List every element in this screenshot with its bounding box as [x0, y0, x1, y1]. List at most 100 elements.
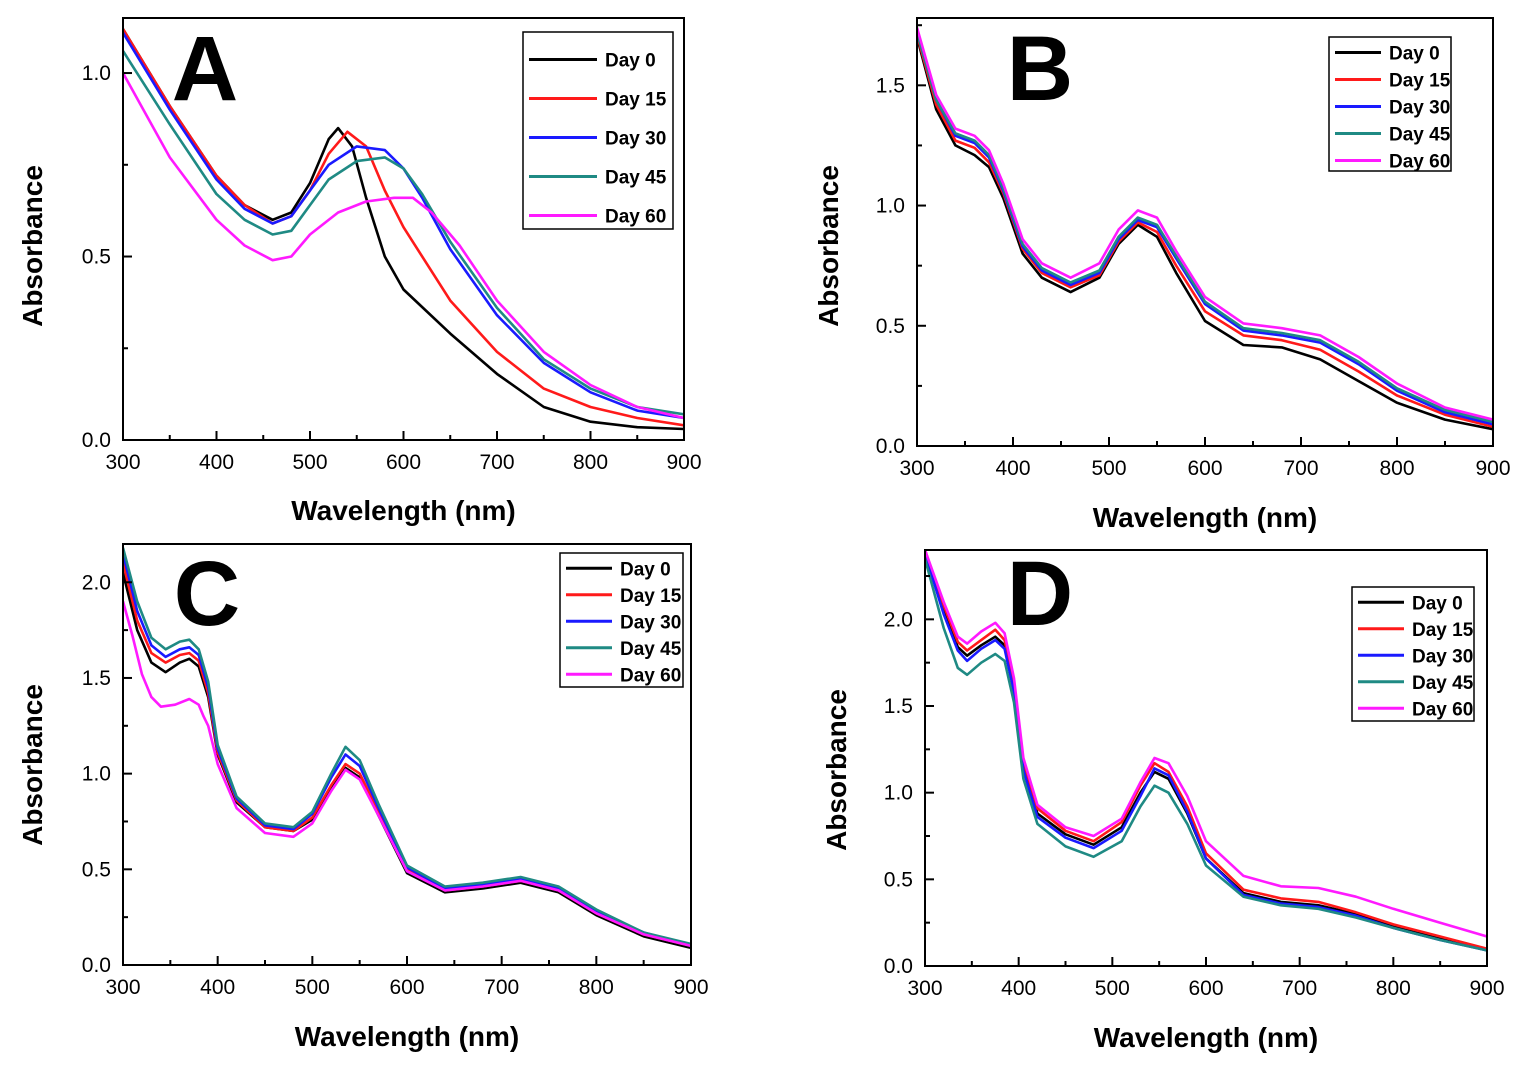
- x-tick-label: 600: [389, 976, 424, 999]
- legend-label: Day 60: [620, 665, 681, 686]
- y-tick-label: 0.5: [82, 858, 111, 881]
- legend-label: Day 30: [605, 129, 666, 150]
- x-axis-title: Wavelength (nm): [295, 1021, 520, 1052]
- legend-label: Day 0: [1389, 44, 1440, 65]
- panel-label: B: [1007, 18, 1073, 120]
- legend-label: Day 45: [1389, 125, 1451, 146]
- x-tick-label: 800: [1379, 457, 1414, 480]
- series-line-day-0: [123, 572, 691, 950]
- legend-label: Day 15: [1389, 71, 1451, 92]
- series-line-day-30: [123, 32, 684, 420]
- panel-label: D: [1007, 543, 1073, 645]
- x-tick-label: 500: [1091, 457, 1126, 480]
- y-tick-label: 1.0: [82, 763, 111, 786]
- x-tick-label: 500: [295, 976, 330, 999]
- x-tick-label: 400: [199, 451, 234, 474]
- series-line-day-30: [917, 32, 1493, 426]
- series-line-day-45: [123, 547, 691, 946]
- series-line-day-45: [123, 50, 684, 416]
- legend-label: Day 30: [1389, 98, 1450, 119]
- x-tick-label: 600: [1188, 977, 1223, 1000]
- series-line-day-15: [925, 550, 1487, 950]
- series-line-day-15: [123, 28, 684, 427]
- x-tick-label: 500: [1095, 977, 1130, 1000]
- y-tick-label: 1.5: [876, 74, 905, 97]
- series-line-day-30: [925, 553, 1487, 952]
- legend-label: Day 60: [1412, 699, 1473, 720]
- y-axis-title: Absorbance: [17, 165, 48, 327]
- y-tick-label: 1.5: [82, 667, 111, 690]
- y-tick-label: 0.5: [876, 315, 905, 338]
- legend-label: Day 60: [1389, 152, 1450, 173]
- legend-label: Day 30: [620, 612, 681, 633]
- series-line-day-60: [917, 27, 1493, 421]
- series-line-day-0: [925, 550, 1487, 952]
- x-tick-label: 600: [1187, 457, 1222, 480]
- y-tick-label: 0.5: [82, 246, 111, 269]
- y-tick-label: 1.5: [884, 695, 913, 718]
- legend-label: Day 30: [1412, 646, 1473, 667]
- y-tick-label: 0.0: [82, 429, 111, 452]
- y-tick-label: 1.0: [876, 195, 905, 218]
- series-line-day-0: [917, 36, 1493, 431]
- legend-label: Day 45: [620, 639, 682, 660]
- x-tick-label: 900: [666, 451, 701, 474]
- legend-label: Day 15: [605, 90, 667, 111]
- x-axis-title: Wavelength (nm): [1093, 502, 1318, 533]
- x-tick-label: 800: [579, 976, 614, 999]
- y-tick-label: 0.5: [884, 868, 913, 891]
- series-line-day-45: [917, 32, 1493, 424]
- series-line-day-30: [123, 553, 691, 948]
- y-tick-label: 0.0: [876, 435, 905, 458]
- legend-label: Day 0: [620, 559, 671, 580]
- x-tick-label: 400: [200, 976, 235, 999]
- x-tick-label: 900: [1475, 457, 1510, 480]
- legend: Day 0 Day 15 Day 30 Day 45 Day 60: [522, 31, 674, 230]
- legend: Day 0 Day 15 Day 30 Day 45 Day 60: [1328, 36, 1452, 173]
- series-line-day-60: [123, 601, 691, 948]
- x-tick-label: 800: [573, 451, 608, 474]
- legend-label: Day 15: [1412, 620, 1474, 641]
- x-tick-label: 400: [1001, 977, 1036, 1000]
- y-tick-label: 0.0: [884, 955, 913, 978]
- legend-label: Day 15: [620, 586, 682, 607]
- panel-label: A: [172, 18, 238, 120]
- x-tick-label: 900: [1469, 977, 1504, 1000]
- x-axis-title: Wavelength (nm): [1094, 1022, 1319, 1053]
- x-tick-label: 300: [105, 976, 140, 999]
- x-axis-title: Wavelength (nm): [291, 495, 516, 526]
- y-tick-label: 2.0: [884, 608, 913, 631]
- legend-label: Day 0: [605, 51, 656, 72]
- legend-label: Day 0: [1412, 593, 1463, 614]
- x-tick-label: 900: [673, 976, 708, 999]
- x-tick-label: 400: [995, 457, 1030, 480]
- series-line-day-45: [925, 558, 1487, 952]
- series-line-day-15: [917, 34, 1493, 429]
- y-axis-title: Absorbance: [17, 684, 48, 846]
- legend-label: Day 60: [605, 207, 666, 228]
- x-tick-label: 600: [386, 451, 421, 474]
- legend-box: [522, 31, 674, 230]
- x-tick-label: 800: [1376, 977, 1411, 1000]
- x-tick-label: 700: [1282, 977, 1317, 1000]
- y-tick-label: 2.0: [82, 571, 111, 594]
- x-tick-label: 300: [899, 457, 934, 480]
- panel-a: 300 400 500 600 700 800 900 0.0 0.5 1.0 Wavelength…: [17, 17, 702, 526]
- y-axis-title: Absorbance: [821, 689, 852, 851]
- y-tick-label: 1.0: [82, 62, 111, 85]
- legend-box: [1328, 36, 1452, 172]
- legend: Day 0 Day 15 Day 30 Day 45 Day 60: [559, 552, 684, 688]
- panel-label: C: [174, 543, 240, 645]
- x-tick-label: 700: [1283, 457, 1318, 480]
- x-tick-label: 700: [479, 451, 514, 474]
- x-tick-label: 500: [292, 451, 327, 474]
- x-tick-label: 300: [105, 451, 140, 474]
- y-tick-label: 0.0: [82, 954, 111, 977]
- legend: Day 0 Day 15 Day 30 Day 45 Day 60: [1351, 586, 1475, 722]
- series-line-day-60: [123, 72, 684, 420]
- legend-label: Day 45: [1412, 673, 1474, 694]
- panel-b: 300 400 500 600 700 800 900 0.0 0.5 1.0 1.5 Wavelen…: [813, 17, 1511, 533]
- x-tick-label: 700: [484, 976, 519, 999]
- legend-label: Day 45: [605, 168, 667, 189]
